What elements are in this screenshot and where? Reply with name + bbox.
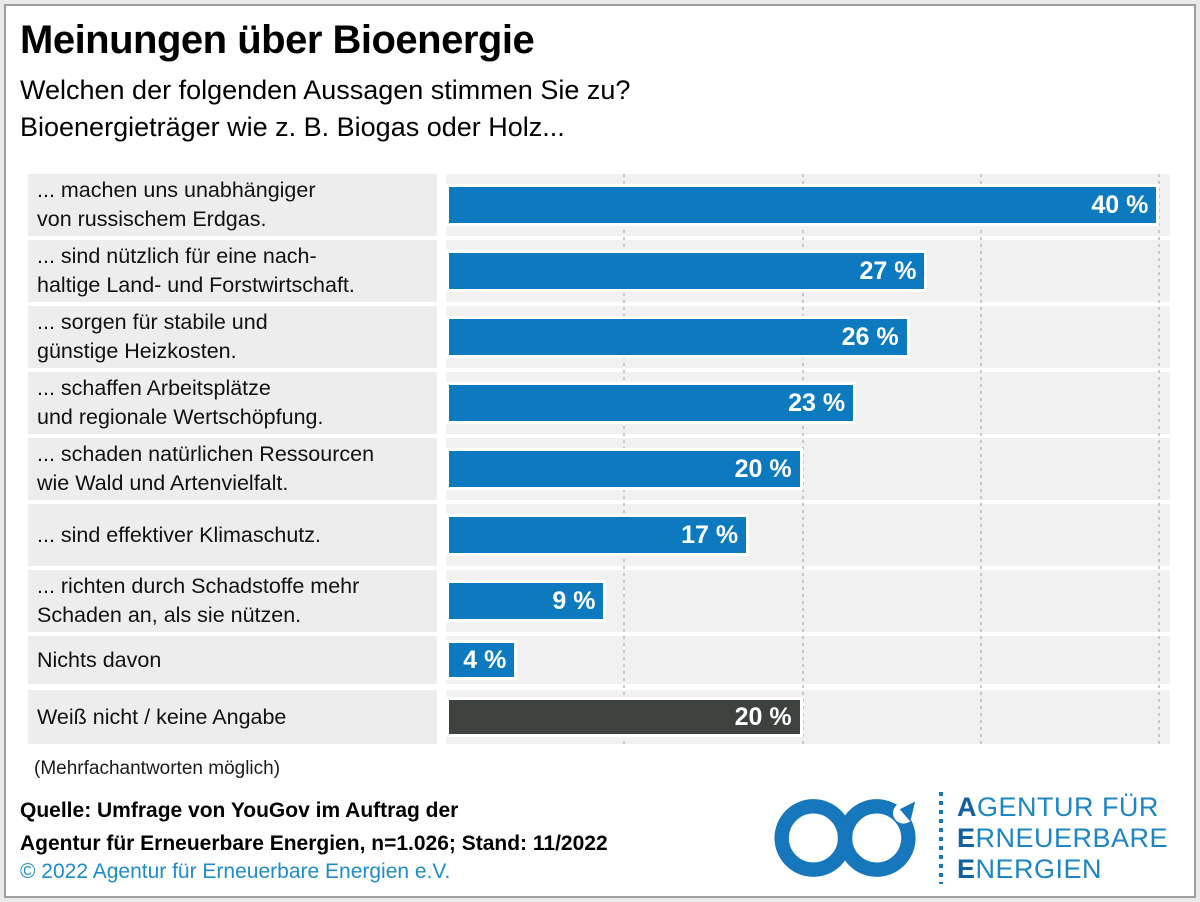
bar-track: 40 %: [446, 174, 1170, 236]
chart-row: ... sorgen für stabile und günstige Heiz…: [28, 306, 1170, 368]
logo-initial: E: [956, 822, 976, 853]
agency-logo: AGENTUR FÜR ERNEUERBARE ENERGIEN: [765, 790, 1168, 886]
bar: 23 %: [446, 382, 857, 424]
category-label: ... sorgen für stabile und günstige Heiz…: [37, 310, 268, 363]
page-title: Meinungen über Bioenergie: [20, 18, 535, 62]
bar: 4 %: [446, 640, 518, 680]
category-label: ... schaffen Arbeitsplätze und regionale…: [37, 376, 324, 429]
dotted-divider: [938, 792, 943, 884]
bar-track: 23 %: [446, 372, 1170, 434]
chart-row: Weiß nicht / keine Angabe 20 %: [28, 690, 1170, 744]
chart-row: ... machen uns unabhängiger von russisch…: [28, 174, 1170, 236]
subtitle-line-2: Bioenergieträger wie z. B. Biogas oder H…: [20, 112, 565, 142]
logo-wordmark: AGENTUR FÜR ERNEUERBARE ENERGIEN: [957, 792, 1168, 885]
bar-track: 4 %: [446, 636, 1170, 684]
copyright-text: © 2022 Agentur für Erneuerbare Energien …: [20, 860, 451, 883]
category-label: Weiß nicht / keine Angabe: [37, 704, 287, 729]
bar: 9 %: [446, 580, 607, 622]
category-label: ... sind nützlich für eine nach- haltige…: [37, 244, 355, 297]
value-label: 9 %: [552, 586, 596, 615]
chart-row: ... sind nützlich für eine nach- haltige…: [28, 240, 1170, 302]
value-label: 17 %: [681, 520, 739, 549]
logo-rest: GENTUR FÜR: [976, 791, 1159, 822]
source-line-1: Quelle: Umfrage von YouGov im Auftrag de…: [20, 799, 459, 822]
logo-rest: NERGIEN: [975, 853, 1102, 884]
category-label-cell: ... schaffen Arbeitsplätze und regionale…: [28, 372, 437, 434]
logo-initial: A: [956, 791, 977, 822]
chart-row: ... richten durch Schadstoffe mehr Schad…: [28, 570, 1170, 632]
category-label-cell: ... schaden natürlichen Ressourcen wie W…: [28, 438, 437, 500]
value-label: 20 %: [734, 702, 792, 731]
bar-chart: ... machen uns unabhängiger von russisch…: [28, 174, 1170, 744]
category-label: ... schaden natürlichen Ressourcen wie W…: [37, 442, 375, 495]
chart-row: ... schaffen Arbeitsplätze und regionale…: [28, 372, 1170, 434]
bar: 40 %: [446, 184, 1160, 226]
category-label: ... machen uns unabhängiger von russisch…: [37, 178, 316, 231]
value-label: 27 %: [859, 256, 917, 285]
category-label-cell: ... sorgen für stabile und günstige Heiz…: [28, 306, 437, 368]
category-label-cell: Weiß nicht / keine Angabe: [28, 690, 437, 744]
category-label: ... sind effektiver Klimaschutz.: [37, 522, 321, 547]
category-label: ... richten durch Schadstoffe mehr Schad…: [37, 574, 360, 627]
bar-track: 27 %: [446, 240, 1170, 302]
bar-track: 26 %: [446, 306, 1170, 368]
category-label-cell: ... sind nützlich für eine nach- haltige…: [28, 240, 437, 302]
value-label: 20 %: [734, 454, 792, 483]
bar: 17 %: [446, 514, 750, 556]
bar-track: 20 %: [446, 690, 1170, 744]
figure-canvas: Meinungen über Bioenergie Welchen der fo…: [4, 4, 1196, 898]
bar-track: 20 %: [446, 438, 1170, 500]
source-line-2: Agentur für Erneuerbare Energien, n=1.02…: [20, 832, 608, 855]
logo-rest: RNEUERBARE: [975, 822, 1168, 853]
value-label: 40 %: [1091, 190, 1149, 219]
logo-line-3: ENERGIEN: [957, 854, 1168, 885]
source-text: Quelle: Umfrage von YouGov im Auftrag de…: [20, 794, 608, 860]
chart-row: ... sind effektiver Klimaschutz. 17 %: [28, 504, 1170, 566]
logo-line-2: ERNEUERBARE: [957, 823, 1168, 854]
category-label-cell: Nichts davon: [28, 636, 437, 684]
bar: 20 %: [446, 448, 803, 490]
category-label-cell: ... richten durch Schadstoffe mehr Schad…: [28, 570, 437, 632]
chart-footnote: (Mehrfachantworten möglich): [34, 758, 281, 779]
infinity-arrow-icon: [774, 799, 916, 877]
value-label: 4 %: [463, 645, 507, 674]
value-label: 26 %: [841, 322, 899, 351]
subtitle-line-1: Welchen der folgenden Aussagen stimmen S…: [20, 75, 631, 105]
bar: 20 %: [446, 697, 803, 737]
value-label: 23 %: [788, 388, 846, 417]
bar-track: 17 %: [446, 504, 1170, 566]
bar-track: 9 %: [446, 570, 1170, 632]
chart-row: ... schaden natürlichen Ressourcen wie W…: [28, 438, 1170, 500]
category-label-cell: ... sind effektiver Klimaschutz.: [28, 504, 437, 566]
chart-row: Nichts davon 4 %: [28, 636, 1170, 684]
logo-line-1: AGENTUR FÜR: [957, 792, 1168, 823]
bar: 26 %: [446, 316, 910, 358]
bar: 27 %: [446, 250, 928, 292]
category-label: Nichts davon: [37, 647, 162, 672]
category-label-cell: ... machen uns unabhängiger von russisch…: [28, 174, 437, 236]
logo-initial: E: [956, 853, 976, 884]
